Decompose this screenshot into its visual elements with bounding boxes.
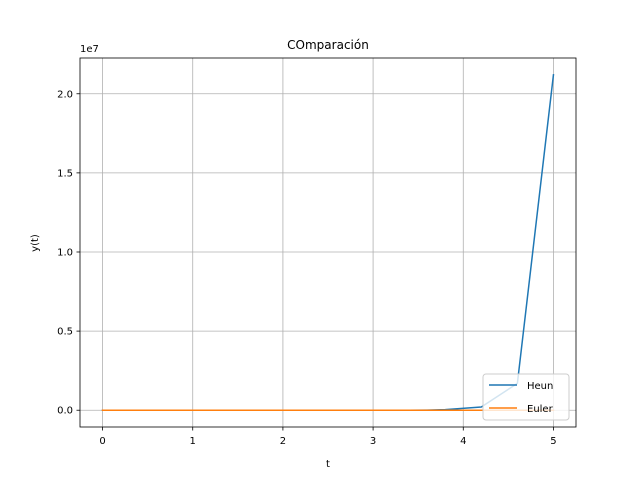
legend: Heun Euler — [482, 373, 570, 421]
x-tick-label: 0 — [99, 436, 105, 447]
y-axis-offset-label: 1e7 — [80, 44, 99, 55]
y-tick-label: 1.5 — [57, 168, 73, 179]
x-tick-label: 4 — [460, 436, 466, 447]
legend-label-heun: Heun — [527, 381, 553, 392]
x-tick-label: 5 — [550, 436, 556, 447]
y-tick-label: 0.0 — [57, 406, 73, 417]
axis-ticks: 0 1 2 3 4 5 0.0 0.5 1.0 1.5 2.0 — [57, 89, 557, 447]
y-tick-label: 2.0 — [57, 89, 73, 100]
y-tick-label: 1.0 — [57, 247, 73, 258]
grid — [80, 58, 576, 427]
chart-title: COmparación — [287, 38, 369, 52]
legend-box — [482, 373, 570, 421]
legend-label-euler: Euler — [527, 404, 554, 415]
plot-series — [101, 73, 555, 411]
y-axis-label: y(t) — [30, 234, 41, 252]
y-tick-label: 0.5 — [57, 327, 73, 338]
x-tick-label: 3 — [370, 436, 376, 447]
x-axis-label: t — [326, 459, 330, 470]
x-tick-label: 2 — [280, 436, 286, 447]
x-tick-label: 1 — [190, 436, 196, 447]
plot-frame — [79, 57, 577, 428]
